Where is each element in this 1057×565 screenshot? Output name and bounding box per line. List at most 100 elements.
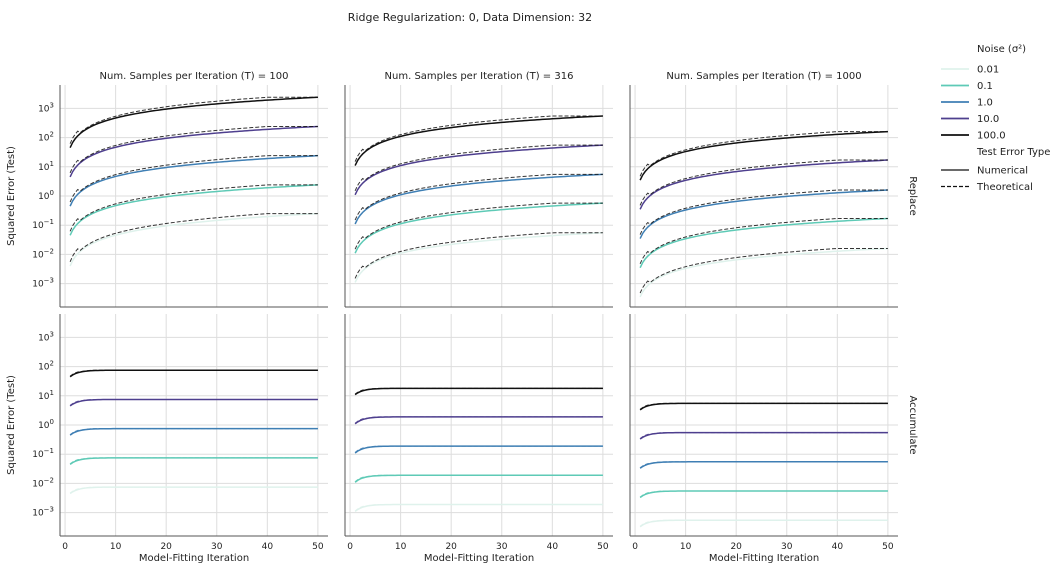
x-tick-label: 50 bbox=[597, 542, 609, 552]
series-line-theoretical bbox=[639, 217, 888, 265]
subplot-replace-3: Num. Samples per Iteration (T) = 1000 Rep… bbox=[629, 71, 918, 308]
series-line-theoretical bbox=[354, 115, 603, 162]
series-line-theoretical bbox=[639, 519, 888, 527]
legend-noise-label: 1.0 bbox=[977, 98, 993, 109]
series-line-numerical bbox=[354, 144, 603, 196]
series-line-theoretical bbox=[69, 398, 318, 406]
series-line-theoretical bbox=[69, 155, 318, 203]
series-line-numerical bbox=[69, 154, 318, 207]
y-tick-label: 100 bbox=[38, 418, 54, 431]
series-line-theoretical bbox=[354, 202, 603, 250]
y-tick-label: 100 bbox=[38, 189, 54, 202]
x-tick-label: 40 bbox=[547, 542, 559, 552]
legend: Noise (σ²) 0.01 0.1 1.0 10.0 100.0 Test Error … bbox=[941, 44, 1050, 193]
x-tick-label: 0 bbox=[62, 542, 68, 552]
series-line-theoretical bbox=[69, 428, 318, 436]
series-line-numerical bbox=[639, 189, 888, 239]
y-tick-label: 101 bbox=[38, 160, 54, 173]
legend-type-label: Numerical bbox=[977, 166, 1028, 177]
y-axis-label: Squared Error (Test) bbox=[6, 146, 17, 246]
legend-type-label: Theoretical bbox=[976, 182, 1033, 193]
series-line-theoretical bbox=[354, 474, 603, 483]
row-label: Replace bbox=[907, 176, 918, 216]
series-line-theoretical bbox=[354, 445, 603, 453]
x-tick-label: 30 bbox=[211, 542, 223, 552]
x-axis-label: Model-Fitting Iteration bbox=[424, 553, 534, 564]
column-title: Num. Samples per Iteration (T) = 100 bbox=[100, 71, 289, 82]
series-line-theoretical bbox=[639, 461, 888, 469]
x-tick-label: 20 bbox=[730, 542, 742, 552]
x-tick-label: 10 bbox=[395, 542, 407, 552]
series-line-theoretical bbox=[354, 173, 603, 221]
series-line-theoretical bbox=[69, 125, 318, 174]
series-line-numerical bbox=[639, 217, 888, 269]
y-tick-label: 10−3 bbox=[32, 277, 54, 290]
series-line-theoretical bbox=[639, 131, 888, 177]
column-title: Num. Samples per Iteration (T) = 316 bbox=[385, 71, 574, 82]
y-tick-label: 10−1 bbox=[32, 447, 54, 460]
x-tick-label: 0 bbox=[347, 542, 353, 552]
row-label: Accumulate bbox=[907, 395, 918, 454]
series-line-theoretical bbox=[354, 144, 603, 192]
series-line-theoretical bbox=[354, 232, 603, 279]
series-line-theoretical bbox=[69, 457, 318, 465]
y-axis-label: Squared Error (Test) bbox=[6, 375, 17, 475]
legend-noise-label: 100.0 bbox=[977, 131, 1006, 142]
series-line-numerical bbox=[354, 232, 603, 283]
series-line-numerical bbox=[639, 130, 888, 181]
series-line-theoretical bbox=[639, 189, 888, 235]
x-tick-label: 10 bbox=[110, 542, 122, 552]
x-axis-label: Model-Fitting Iteration bbox=[709, 553, 819, 564]
x-tick-label: 40 bbox=[262, 542, 274, 552]
y-tick-label: 10−1 bbox=[32, 218, 54, 231]
legend-noise-label: 10.0 bbox=[977, 114, 999, 125]
y-tick-label: 102 bbox=[38, 360, 54, 373]
x-tick-label: 10 bbox=[680, 542, 692, 552]
series-line-numerical bbox=[639, 159, 888, 210]
series-line-theoretical bbox=[354, 503, 603, 512]
series-line-numerical bbox=[69, 212, 318, 267]
x-tick-label: 50 bbox=[882, 542, 894, 552]
y-tick-label: 10−2 bbox=[32, 476, 54, 489]
x-tick-label: 30 bbox=[781, 542, 793, 552]
series-line-theoretical bbox=[69, 369, 318, 377]
subplot-replace-1: Num. Samples per Iteration (T) = 100 10−3… bbox=[6, 71, 328, 308]
y-tick-label: 103 bbox=[38, 330, 54, 343]
series-line-numerical bbox=[69, 96, 318, 149]
series-line-theoretical bbox=[639, 432, 888, 439]
series-line-theoretical bbox=[639, 159, 888, 206]
series-line-numerical bbox=[69, 125, 318, 178]
subplot-accumulate-2: 0 10 20 30 40 50 Model-Fitting Iteration bbox=[344, 314, 613, 564]
panel-grid: Num. Samples per Iteration (T) = 100 10−3… bbox=[6, 71, 918, 564]
x-tick-label: 30 bbox=[496, 542, 508, 552]
series-line-numerical bbox=[354, 173, 603, 225]
x-tick-label: 20 bbox=[445, 542, 457, 552]
series-line-theoretical bbox=[354, 416, 603, 424]
column-title: Num. Samples per Iteration (T) = 1000 bbox=[666, 71, 861, 82]
y-tick-label: 10−2 bbox=[32, 247, 54, 260]
series-line-theoretical bbox=[69, 184, 318, 232]
series-line-numerical bbox=[354, 202, 603, 254]
x-axis-label: Model-Fitting Iteration bbox=[139, 553, 249, 564]
series-line-theoretical bbox=[639, 402, 888, 410]
legend-noise-title: Noise (σ²) bbox=[977, 44, 1026, 55]
series-line-theoretical bbox=[639, 490, 888, 498]
x-tick-label: 50 bbox=[312, 542, 324, 552]
series-line-numerical bbox=[639, 247, 888, 298]
series-line-theoretical bbox=[69, 96, 318, 144]
legend-noise-label: 0.1 bbox=[977, 81, 993, 92]
y-tick-label: 10−3 bbox=[32, 506, 54, 519]
y-tick-label: 102 bbox=[38, 131, 54, 144]
series-line-numerical bbox=[354, 115, 603, 166]
y-tick-label: 103 bbox=[38, 101, 54, 114]
series-line-numerical bbox=[69, 184, 318, 236]
series-line-theoretical bbox=[639, 247, 888, 294]
subplot-replace-2: Num. Samples per Iteration (T) = 316 bbox=[344, 71, 613, 308]
series-line-theoretical bbox=[354, 387, 603, 395]
legend-noise-label: 0.01 bbox=[977, 65, 999, 76]
x-tick-label: 20 bbox=[160, 542, 172, 552]
x-tick-label: 40 bbox=[832, 542, 844, 552]
y-tick-label: 101 bbox=[38, 389, 54, 402]
